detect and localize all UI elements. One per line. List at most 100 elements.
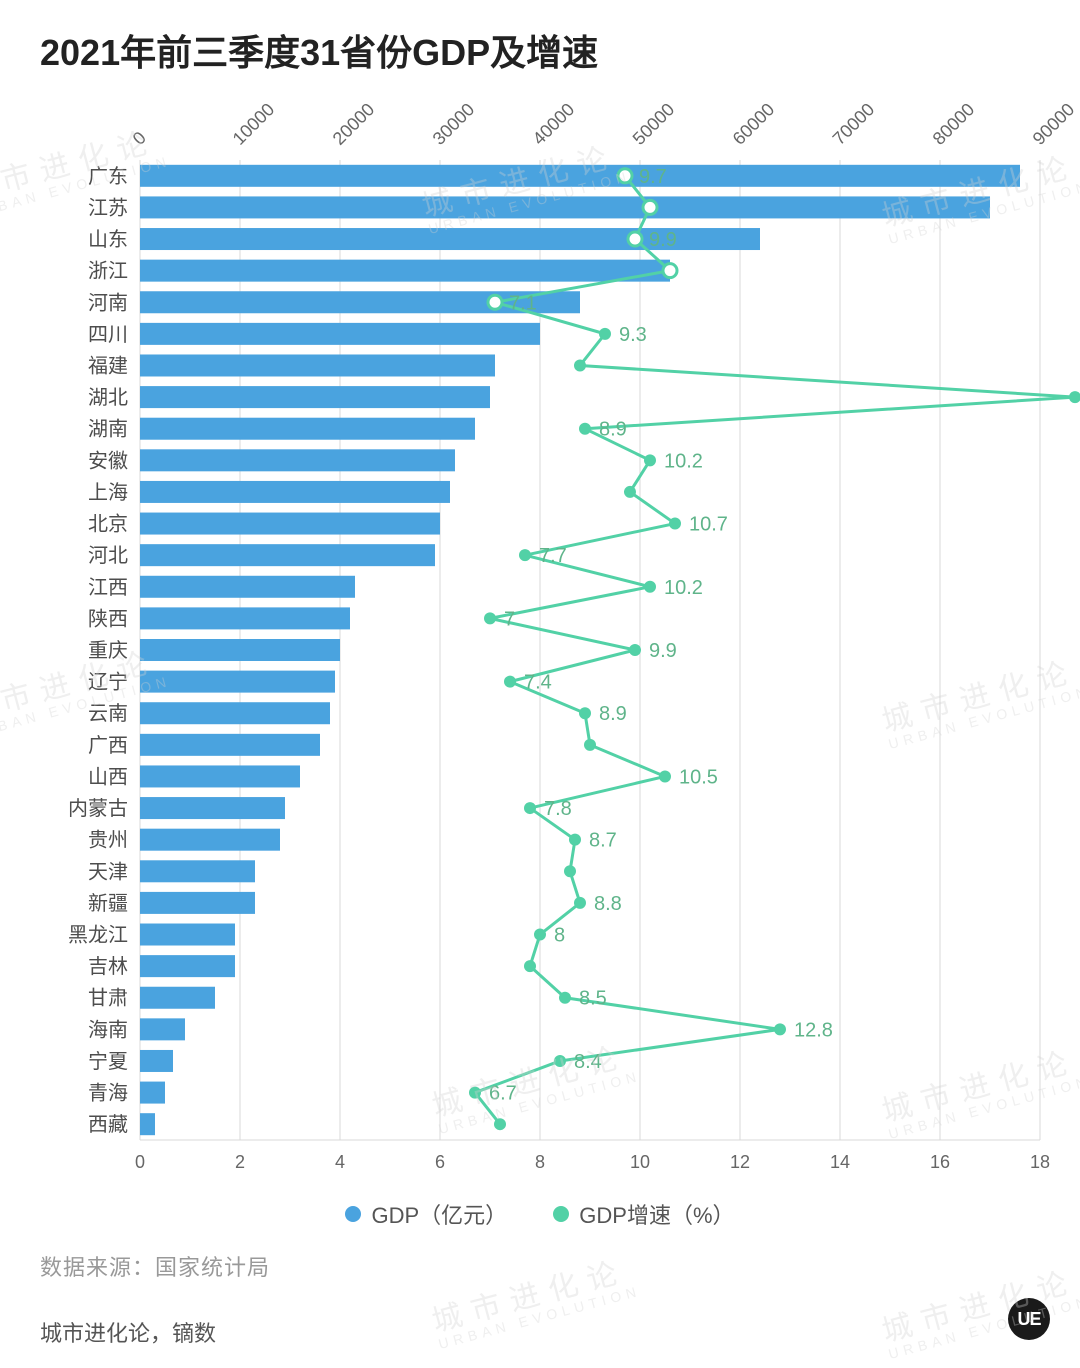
legend: GDP（亿元） GDP增速（%） xyxy=(0,1198,1080,1230)
svg-text:18: 18 xyxy=(1030,1152,1050,1172)
svg-text:2: 2 xyxy=(235,1152,245,1172)
category-label: 内蒙古 xyxy=(68,797,128,820)
growth-marker xyxy=(644,454,656,466)
growth-marker-open xyxy=(628,232,642,246)
svg-text:10: 10 xyxy=(630,1152,650,1172)
gdp-bar xyxy=(140,607,350,629)
gdp-bar xyxy=(140,513,440,535)
growth-value-label: 7.1 xyxy=(509,292,537,314)
growth-line xyxy=(475,176,1075,1124)
category-label: 重庆 xyxy=(88,639,128,662)
svg-text:40000: 40000 xyxy=(529,99,579,149)
growth-value-label: 6.7 xyxy=(489,1083,517,1105)
chart-container: 2021年前三季度31省份GDP及增速 01000020000300004000… xyxy=(0,0,1080,1368)
gdp-bar xyxy=(140,418,475,440)
growth-marker xyxy=(599,328,611,340)
gdp-bar xyxy=(140,165,1020,187)
gdp-bar xyxy=(140,1082,165,1104)
growth-marker xyxy=(484,612,496,624)
growth-value-label: 10.5 xyxy=(679,766,718,788)
category-label: 浙江 xyxy=(88,260,128,283)
gdp-bar xyxy=(140,1018,185,1040)
growth-marker-open xyxy=(643,200,657,214)
growth-value-label: 8 xyxy=(554,925,565,947)
growth-value-label: 10.7 xyxy=(689,514,728,536)
growth-marker xyxy=(1069,391,1080,403)
growth-marker xyxy=(524,960,536,972)
gdp-bar xyxy=(140,734,320,756)
growth-value-label: 8.8 xyxy=(594,893,622,915)
category-label: 海南 xyxy=(88,1018,128,1041)
gdp-bar xyxy=(140,797,285,819)
category-label: 吉林 xyxy=(88,955,128,978)
source-label: 数据来源：国家统计局 xyxy=(40,1250,270,1282)
growth-marker xyxy=(519,549,531,561)
gdp-bar xyxy=(140,639,340,661)
growth-marker xyxy=(569,834,581,846)
category-label: 福建 xyxy=(88,354,128,377)
legend-growth-dot xyxy=(553,1206,569,1222)
growth-value-label: 8.7 xyxy=(589,830,617,852)
svg-text:8: 8 xyxy=(535,1152,545,1172)
svg-text:10000: 10000 xyxy=(229,99,279,149)
category-label: 山东 xyxy=(88,228,128,251)
growth-marker xyxy=(644,581,656,593)
svg-text:80000: 80000 xyxy=(929,99,979,149)
gdp-bar xyxy=(140,386,490,408)
growth-value-label: 12.8 xyxy=(794,1019,833,1041)
growth-marker xyxy=(494,1118,506,1130)
category-label: 湖南 xyxy=(88,418,128,441)
category-label: 河南 xyxy=(88,291,128,314)
growth-value-label: 8.4 xyxy=(574,1051,602,1073)
category-label: 北京 xyxy=(88,513,128,536)
growth-marker xyxy=(579,423,591,435)
category-label: 黑龙江 xyxy=(68,924,128,947)
gdp-bar xyxy=(140,1113,155,1135)
legend-gdp-label: GDP（亿元） xyxy=(371,1198,507,1230)
svg-text:14: 14 xyxy=(830,1152,850,1172)
svg-text:30000: 30000 xyxy=(429,99,479,149)
gdp-bar xyxy=(140,260,670,282)
gdp-bar xyxy=(140,354,495,376)
growth-value-label: 9.3 xyxy=(619,324,647,346)
growth-value-label: 8.9 xyxy=(599,703,627,725)
growth-marker xyxy=(574,897,586,909)
category-label: 宁夏 xyxy=(88,1050,128,1073)
growth-marker xyxy=(534,929,546,941)
category-label: 广东 xyxy=(88,165,128,188)
category-label: 上海 xyxy=(88,481,128,504)
gdp-bar xyxy=(140,829,280,851)
svg-text:90000: 90000 xyxy=(1029,99,1079,149)
gdp-bar xyxy=(140,924,235,946)
growth-marker xyxy=(574,359,586,371)
growth-value-label: 7 xyxy=(504,608,515,630)
growth-value-label: 7.7 xyxy=(539,545,567,567)
growth-marker-open xyxy=(663,264,677,278)
legend-gdp-dot xyxy=(345,1206,361,1222)
svg-text:0: 0 xyxy=(135,1152,145,1172)
growth-marker xyxy=(669,518,681,530)
gdp-bar xyxy=(140,892,255,914)
growth-marker xyxy=(469,1087,481,1099)
growth-marker xyxy=(659,770,671,782)
gdp-bar xyxy=(140,702,330,724)
svg-text:4: 4 xyxy=(335,1152,345,1172)
gdp-bar xyxy=(140,544,435,566)
growth-marker xyxy=(559,992,571,1004)
growth-marker xyxy=(579,707,591,719)
category-label: 新疆 xyxy=(88,892,128,915)
growth-marker xyxy=(624,486,636,498)
category-label: 云南 xyxy=(88,702,128,725)
svg-text:6: 6 xyxy=(435,1152,445,1172)
credit-label: 城市进化论，镝数 xyxy=(40,1316,216,1348)
category-label: 河北 xyxy=(88,544,128,567)
category-label: 湖北 xyxy=(88,386,128,409)
svg-text:12: 12 xyxy=(730,1152,750,1172)
legend-gdp: GDP（亿元） xyxy=(345,1198,507,1230)
gdp-bar xyxy=(140,449,455,471)
category-label: 江西 xyxy=(88,576,128,599)
growth-marker xyxy=(774,1023,786,1035)
gdp-bar xyxy=(140,860,255,882)
gdp-bar xyxy=(140,576,355,598)
category-label: 西藏 xyxy=(88,1113,128,1136)
